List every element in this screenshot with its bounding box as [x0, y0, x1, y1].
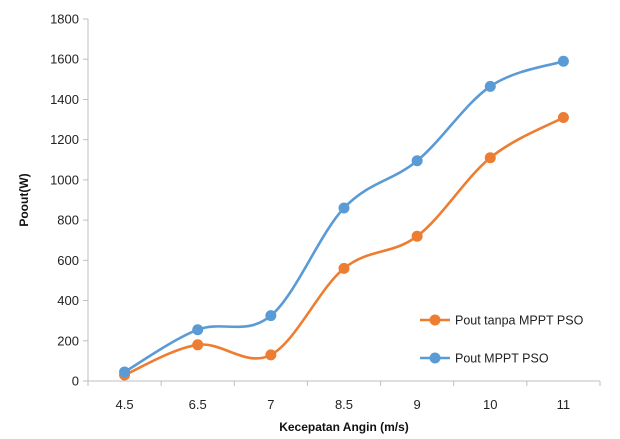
data-point: [265, 349, 277, 361]
legend-item: Pout tanpa MPPT PSO: [420, 314, 584, 328]
x-tick-label: 11: [557, 397, 571, 412]
data-point: [411, 230, 423, 242]
x-tick-label: 4.5: [116, 397, 134, 412]
y-axis-title: Poout(W): [17, 173, 31, 226]
x-tick-label: 9: [414, 397, 421, 412]
data-point: [338, 202, 350, 214]
y-tick-label: 0: [72, 374, 79, 389]
legend: Pout tanpa MPPT PSO Pout MPPT PSO: [420, 314, 584, 366]
x-tick-label: 8.5: [335, 397, 353, 412]
series-line-1: [123, 116, 565, 377]
y-tick-label: 1600: [50, 52, 79, 67]
data-point: [119, 366, 131, 378]
x-tick-label: 7: [267, 397, 274, 412]
y-tick-label: 1400: [50, 92, 79, 107]
y-tick-label: 200: [57, 333, 79, 348]
data-point: [484, 152, 496, 164]
y-tick-label: 600: [57, 253, 79, 268]
data-point: [557, 55, 569, 67]
legend-label: Pout MPPT PSO: [455, 352, 549, 366]
data-point: [192, 339, 204, 351]
legend-label: Pout tanpa MPPT PSO: [455, 314, 584, 328]
x-axis-title: Kecepatan Angin (m/s): [279, 420, 409, 434]
series-layer: [119, 55, 569, 381]
legend-marker: [429, 352, 441, 364]
data-point: [557, 112, 569, 124]
x-tick-label: 6.5: [189, 397, 207, 412]
y-tick-label: 1200: [50, 132, 79, 147]
data-point: [192, 324, 204, 336]
y-tick-label: 400: [57, 293, 79, 308]
data-point: [265, 310, 277, 322]
y-tick-label: 800: [57, 213, 79, 228]
x-tick-label: 10: [483, 397, 497, 412]
data-point: [484, 80, 496, 92]
y-tick-label: 1000: [50, 172, 79, 187]
y-tick-label: 1800: [50, 12, 79, 27]
legend-item: Pout MPPT PSO: [420, 352, 549, 366]
y-axis-ticks: 0 200 400 600 800 1000 1200 1400 1600 1800: [50, 12, 88, 389]
x-axis-ticks: 4.5 6.5 7 8.5 9 10 11: [87, 381, 601, 412]
data-point: [411, 155, 423, 167]
legend-marker: [429, 314, 441, 326]
data-point: [338, 262, 350, 274]
